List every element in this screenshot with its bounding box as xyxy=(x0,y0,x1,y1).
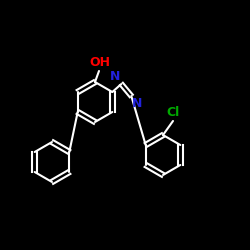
Text: N: N xyxy=(110,70,120,83)
Text: OH: OH xyxy=(90,56,110,69)
Text: Cl: Cl xyxy=(166,106,179,119)
Text: N: N xyxy=(132,97,143,110)
